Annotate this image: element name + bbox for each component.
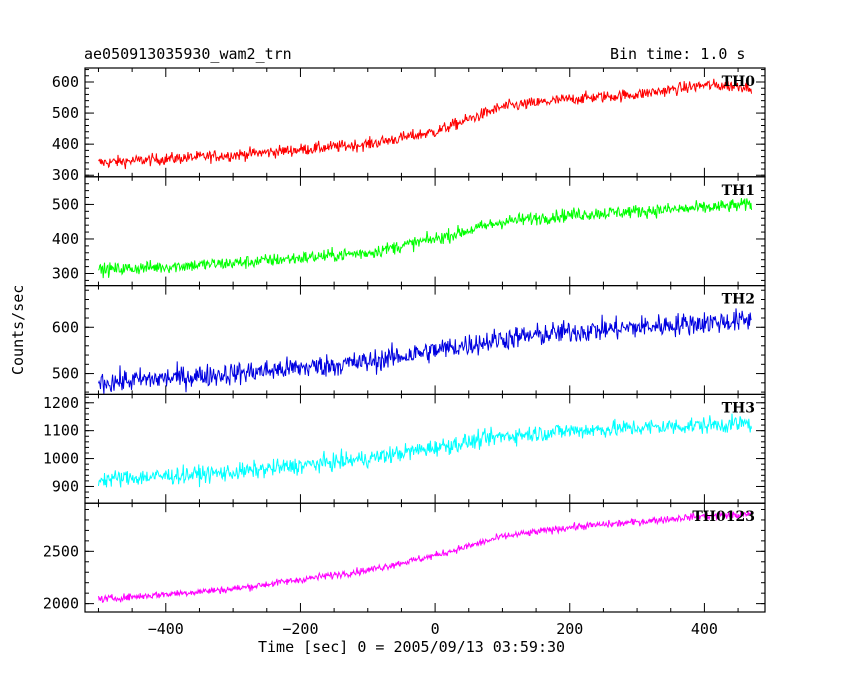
y-tick-label: 1200 — [43, 394, 79, 412]
panel-label: TH0123 — [692, 509, 755, 525]
series-th1 — [98, 197, 752, 279]
panel-label: TH3 — [722, 400, 755, 416]
x-axis-label: Time [sec] 0 = 2005/09/13 03:59:30 — [258, 638, 566, 656]
y-tick-label: 300 — [52, 265, 79, 283]
y-tick-label: 500 — [52, 104, 79, 122]
y-tick-label: 500 — [52, 365, 79, 383]
x-tick-label: 0 — [431, 620, 440, 638]
series-th0123 — [98, 510, 752, 603]
y-tick-label: 300 — [52, 166, 79, 184]
panel-label: TH2 — [722, 292, 755, 308]
series-th3 — [98, 413, 752, 488]
x-tick-label: −400 — [148, 620, 184, 638]
x-tick-label: −200 — [282, 620, 318, 638]
y-tick-label: 600 — [52, 73, 79, 91]
panel-frame — [84, 502, 766, 613]
bin-time-label: Bin time: 1.0 s — [610, 45, 746, 63]
y-tick-label: 2000 — [43, 595, 79, 613]
x-tick-label: 400 — [691, 620, 718, 638]
y-tick-label: 600 — [52, 318, 79, 336]
y-tick-label: 900 — [52, 477, 79, 495]
x-tick-label: 200 — [556, 620, 583, 638]
panel-label: TH1 — [722, 183, 755, 199]
y-tick-label: 400 — [52, 135, 79, 153]
series-th2 — [98, 308, 752, 394]
y-tick-label: 1100 — [43, 422, 79, 440]
y-tick-label: 500 — [52, 195, 79, 213]
panel-label: TH0 — [722, 74, 756, 90]
y-tick-label: 2500 — [43, 542, 79, 560]
y-tick-label: 400 — [52, 230, 79, 248]
series-th0 — [98, 78, 752, 170]
chart-title: ae050913035930_wam2_trn — [84, 45, 292, 63]
y-tick-label: 1000 — [43, 450, 79, 468]
